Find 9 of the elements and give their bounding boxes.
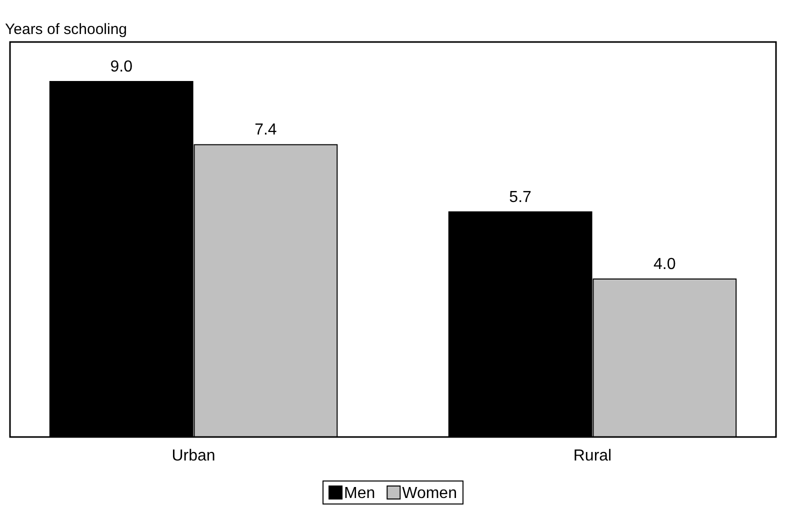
data-label: 7.4 — [254, 122, 277, 139]
data-label: 9.0 — [110, 58, 133, 76]
x-tick-label: Rural — [573, 447, 612, 464]
y-axis-title: Years of schooling — [5, 21, 128, 38]
legend-label: Men — [344, 485, 376, 502]
data-label: 5.7 — [509, 188, 532, 206]
data-label: 4.0 — [654, 256, 676, 273]
x-tick-label: Urban — [172, 447, 216, 464]
legend-label: Women — [402, 485, 457, 502]
